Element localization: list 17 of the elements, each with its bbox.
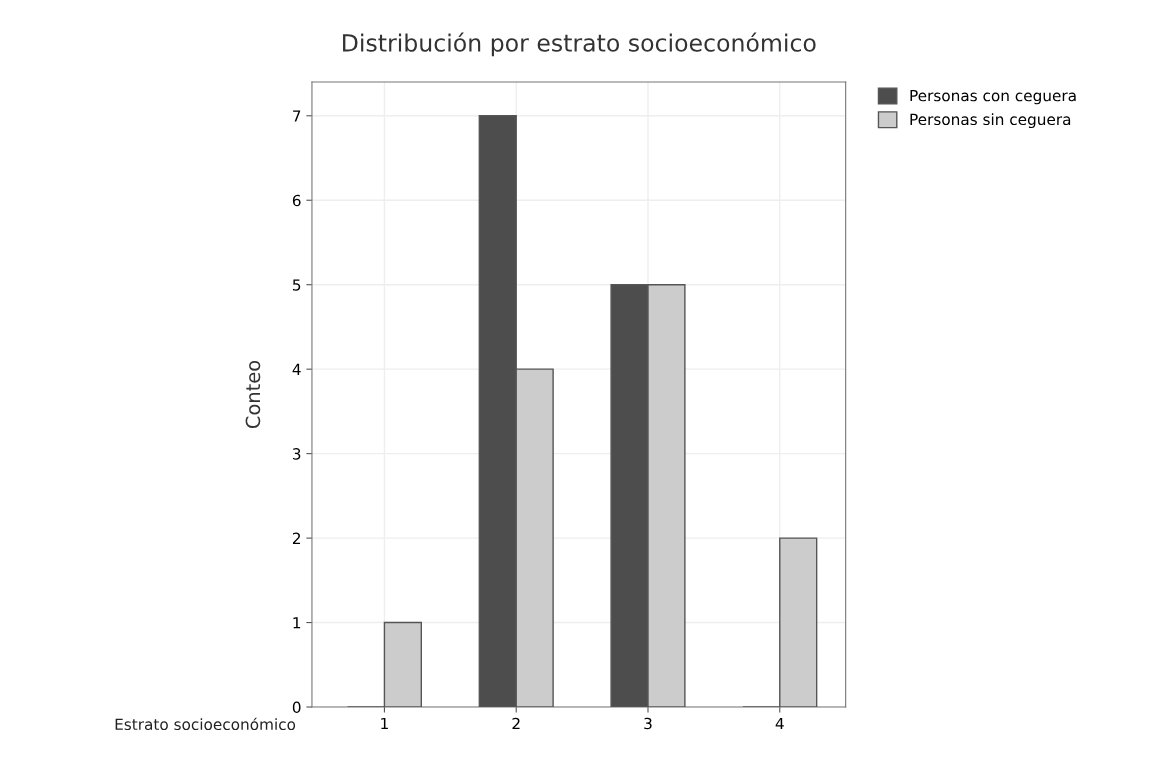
x-axis-title: Estrato socioeconómico [115, 717, 296, 731]
y-axis-title: Conteo [245, 360, 261, 429]
x-tick-label: 1 [381, 717, 388, 730]
legend-label: Personas con ceguera [910, 89, 1076, 105]
chart-title: Distribución por estrato socioeconómico [343, 32, 816, 57]
y-tick-label: 7 [293, 110, 301, 122]
y-tick-label: 4 [292, 363, 301, 375]
legend-label: Personas sin ceguera [910, 113, 1071, 129]
y-tick-label: 3 [292, 448, 301, 460]
y-tick-label: 1 [293, 617, 301, 629]
y-tick-label: 5 [293, 279, 301, 291]
x-tick-label: 4 [775, 717, 784, 730]
x-tick-label: 3 [644, 717, 652, 730]
y-tick-label: 6 [292, 194, 301, 207]
x-tick-label: 2 [512, 717, 520, 730]
y-tick-label: 0 [292, 701, 301, 714]
y-tick-label: 2 [292, 532, 301, 544]
